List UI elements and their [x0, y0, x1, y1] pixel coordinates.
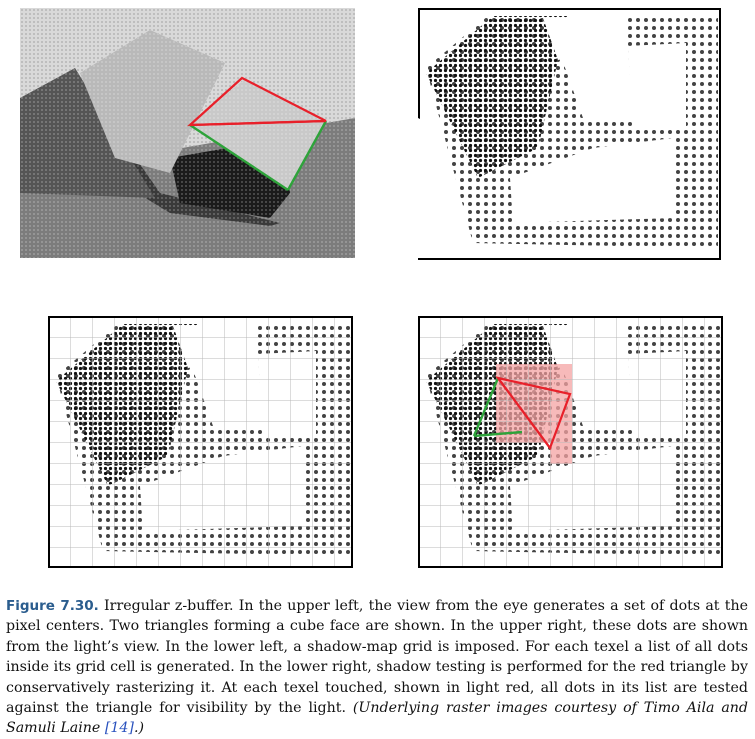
shadow-map-grid-image — [48, 316, 353, 568]
light-view-image — [418, 8, 721, 260]
figure-label: Figure 7.30. — [6, 598, 99, 614]
rasterization-image — [418, 316, 723, 568]
green-edge — [189, 123, 289, 192]
caption-text: Irregular z-buffer. In the upper left, t… — [6, 598, 748, 717]
eye-view-image — [20, 8, 355, 258]
citation-link[interactable]: [14] — [104, 720, 134, 737]
figure-caption: Figure 7.30. Irregular z-buffer. In the … — [6, 596, 748, 739]
